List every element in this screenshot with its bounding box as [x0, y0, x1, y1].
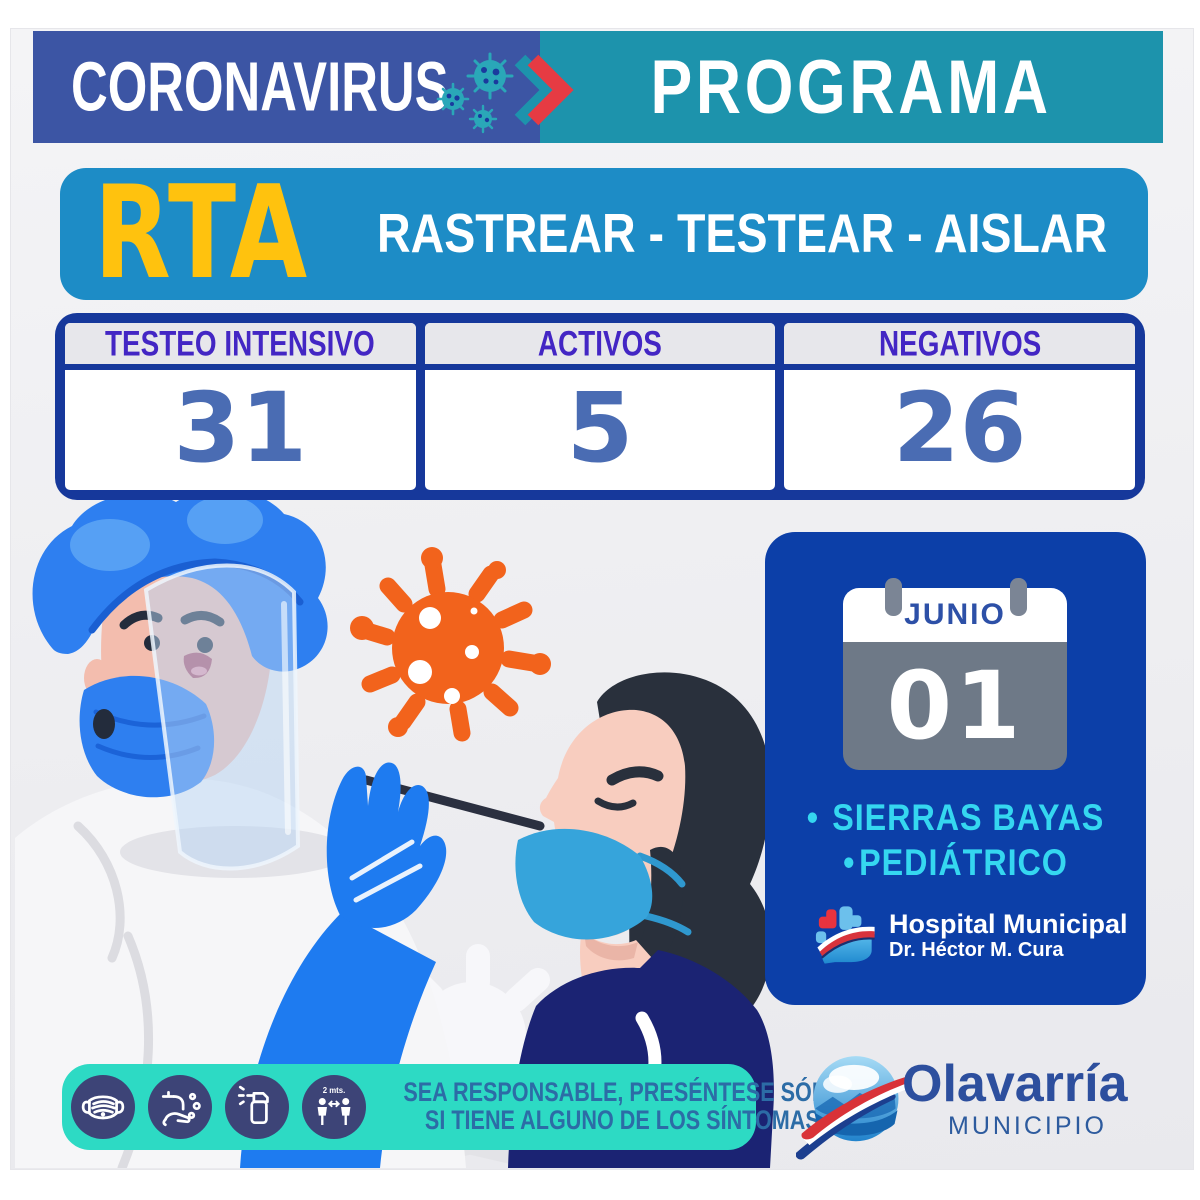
header-coronavirus-panel: CORONAVIRUS — [33, 31, 540, 143]
prevention-icons: 2 mts. — [71, 1075, 379, 1139]
stat-label-bar: ACTIVOS — [424, 323, 776, 370]
calendar-ring-left — [885, 578, 902, 616]
municipio-label: MUNICIPIO — [948, 1112, 1107, 1140]
location-label: SIERRAS BAYAS — [832, 797, 1105, 839]
rta-banner: RTA RASTREAR - TESTEAR - AISLAR — [60, 168, 1148, 300]
social-distance-icon: 2 mts. — [302, 1075, 366, 1139]
distance-label: 2 mts. — [323, 1086, 346, 1095]
olavarria-municipio-logo: Olavarría MUNICIPIO — [796, 1046, 1176, 1164]
olavarria-emblem-icon — [796, 1056, 910, 1160]
disinfectant-spray-icon — [225, 1075, 289, 1139]
stat-value: 31 — [173, 372, 308, 484]
testing-locations-list: • SIERRAS BAYAS • PEDIÁTRICO — [765, 796, 1146, 886]
hospital-name: Hospital Municipal — [889, 908, 1128, 939]
coronavirus-title: CORONAVIRUS — [71, 48, 449, 126]
hospital-logo: Hospital Municipal Dr. Héctor M. Cura — [813, 904, 1128, 966]
location-label: PEDIÁTRICO — [859, 842, 1068, 884]
virus-orange-icon — [350, 547, 551, 742]
calendar-day-area: 01 — [843, 642, 1067, 770]
responsibility-banner: 2 mts. SEA RESPONSABLE, PRESÉNTESE SÓLO … — [62, 1064, 842, 1150]
list-item: • SIERRAS BAYAS — [775, 794, 1137, 843]
hand-washing-icon — [148, 1075, 212, 1139]
virus-chevron-icon — [436, 52, 574, 134]
stat-activos: ACTIVOS 5 — [424, 323, 776, 490]
programa-title: PROGRAMA — [650, 44, 1053, 130]
bullet-icon: • — [843, 842, 856, 884]
calendar-icon: JUNIO 01 — [843, 560, 1067, 770]
olavarria-wordmark: Olavarría — [902, 1055, 1128, 1113]
hospital-director: Dr. Héctor M. Cura — [889, 938, 1064, 961]
list-item: • PEDIÁTRICO — [775, 839, 1137, 888]
rta-slogan: RASTREAR - TESTEAR - AISLAR — [377, 203, 1108, 265]
calendar-month: JUNIO — [904, 598, 1006, 631]
stat-label-bar: NEGATIVOS — [784, 323, 1135, 370]
swab-test-illustration — [15, 500, 774, 1168]
notice-line-2: SI TIENE ALGUNO DE LOS SÍNTOMAS — [425, 1105, 821, 1136]
notice-line-1: SEA RESPONSABLE, PRESÉNTESE SÓLO — [403, 1077, 842, 1108]
hospital-text: Hospital Municipal Dr. Héctor M. Cura — [889, 909, 1128, 962]
stat-value: 5 — [566, 372, 634, 484]
stats-panel: TESTEO INTENSIVO 31 ACTIVOS 5 NEGATIVOS … — [55, 313, 1145, 500]
stat-label: TESTEO INTENSIVO — [105, 323, 376, 363]
stat-label: ACTIVOS — [537, 323, 663, 363]
rta-acronym: RTA — [94, 159, 309, 308]
schedule-card: JUNIO 01 • SIERRAS BAYAS • PEDIÁTRICO — [765, 532, 1146, 1005]
stat-testeo-intensivo: TESTEO INTENSIVO 31 — [65, 323, 416, 490]
header-programa-panel: PROGRAMA — [540, 31, 1163, 143]
stat-value: 26 — [892, 372, 1027, 484]
virus-cluster-icon — [436, 52, 514, 134]
notice-text: SEA RESPONSABLE, PRESÉNTESE SÓLO SI TIEN… — [379, 1077, 866, 1136]
patient-figure — [508, 672, 774, 1168]
chevron-right-icon — [514, 54, 574, 126]
hospital-cross-icon — [815, 906, 875, 964]
calendar-day: 01 — [886, 651, 1024, 761]
stat-label-bar: TESTEO INTENSIVO — [65, 323, 416, 370]
stat-label: NEGATIVOS — [878, 323, 1041, 363]
calendar-month-bar: JUNIO — [843, 588, 1067, 642]
bullet-icon: • — [806, 797, 819, 839]
calendar-ring-right — [1010, 578, 1027, 616]
stat-negativos: NEGATIVOS 26 — [784, 323, 1135, 490]
face-mask-icon — [71, 1075, 135, 1139]
